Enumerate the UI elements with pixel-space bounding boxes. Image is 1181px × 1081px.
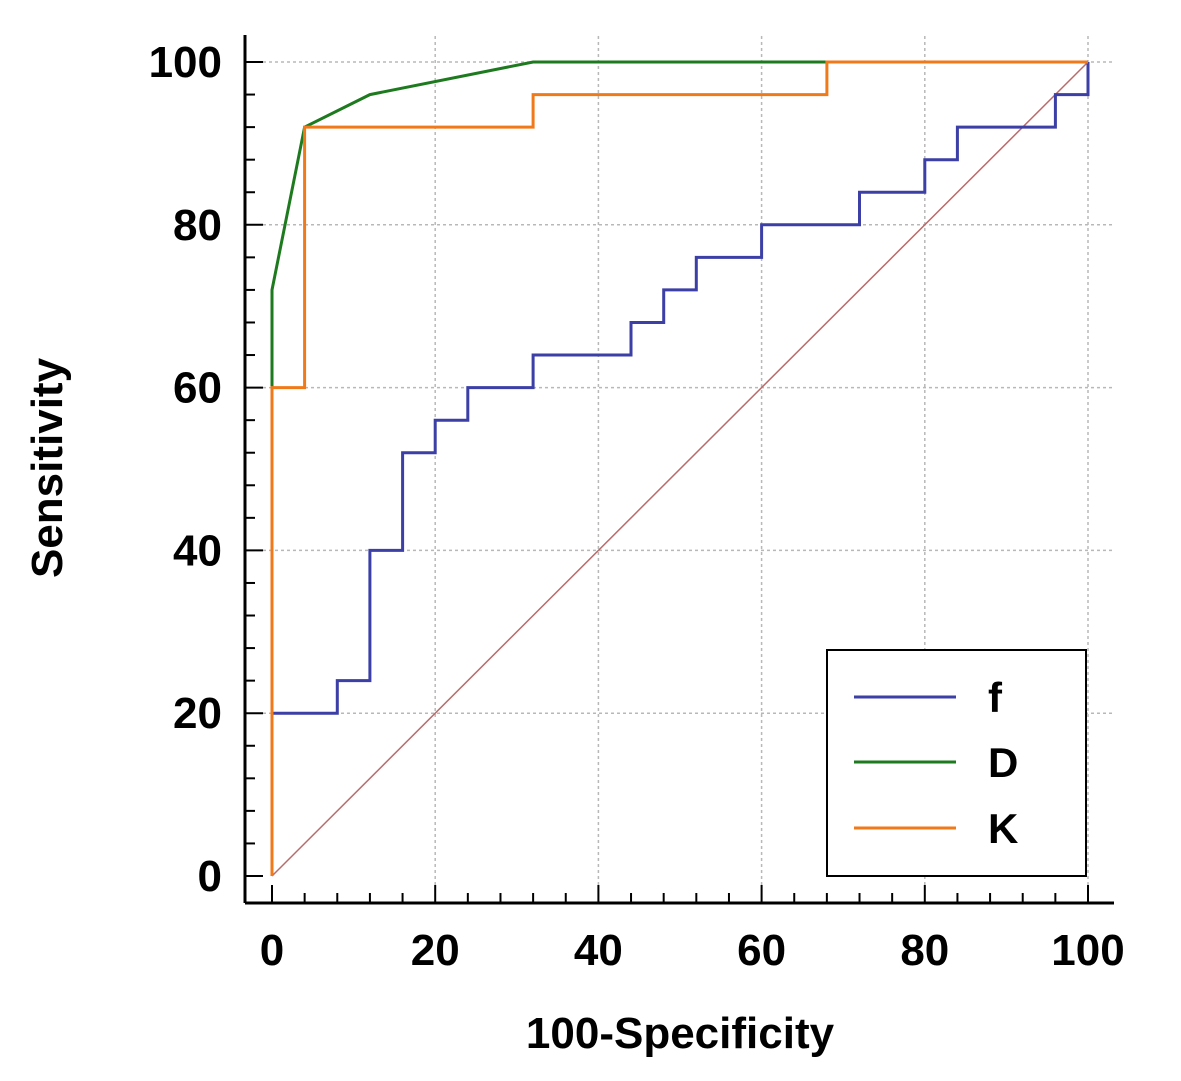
axes [243, 35, 1114, 905]
y-tick-label: 40 [173, 526, 222, 575]
tick-labels: 0 20 40 60 80 100 0 20 40 60 80 100 [149, 38, 1125, 975]
x-tick-label: 40 [574, 926, 623, 975]
y-tick-label: 60 [173, 364, 222, 413]
x-tick-label: 100 [1051, 926, 1124, 975]
y-tick-label: 80 [173, 201, 222, 250]
x-tick-label: 80 [900, 926, 949, 975]
reference-line [271, 61, 1089, 877]
y-tick-label: 20 [173, 689, 222, 738]
y-tick-label: 100 [149, 38, 222, 87]
legend-label-D: D [988, 739, 1018, 786]
y-tick-label: 0 [198, 852, 222, 901]
series-line-K [270, 60, 1088, 876]
x-tick-label: 60 [737, 926, 786, 975]
series-lines [270, 60, 1090, 876]
series-line-f [270, 62, 1090, 876]
legend-label-K: K [988, 805, 1018, 852]
y-axis-title: Sensitivity [23, 357, 72, 578]
legend-label-f: f [988, 674, 1003, 721]
x-tick-label: 0 [260, 926, 284, 975]
x-tick-label: 20 [411, 926, 460, 975]
x-axis-title: 100-Specificity [526, 1009, 835, 1058]
legend: fDK [826, 649, 1087, 877]
reference-diagonal [271, 61, 1089, 877]
